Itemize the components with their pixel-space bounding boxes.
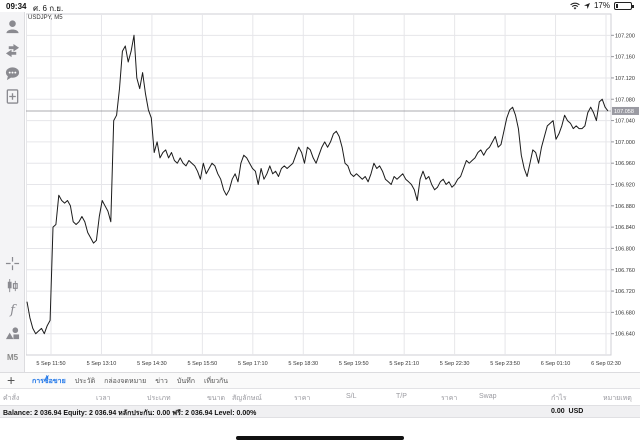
tab-news[interactable]: ข่าว — [155, 378, 168, 385]
home-indicator — [236, 436, 404, 440]
battery-icon — [614, 1, 634, 10]
profit-currency: USD — [568, 408, 584, 415]
y-tick-label: 106.680 — [615, 310, 635, 316]
col-price: ราคา — [294, 395, 311, 402]
x-tick-label: 5 Sep 11:50 — [36, 361, 65, 367]
balance-summary: Balance: 2 036.94 Equity: 2 036.94 หลักป… — [3, 410, 257, 417]
tab-mailbox[interactable]: กล่องจดหมาย — [104, 378, 147, 385]
chart-toolbar: f M5 — [0, 12, 25, 372]
chat-icon[interactable] — [4, 65, 21, 82]
y-tick-label: 106.960 — [615, 161, 635, 167]
x-tick-label: 5 Sep 18:30 — [288, 361, 318, 367]
price-chart[interactable]: 107.200 107.160 107.120 107.080 107.040 107.0… — [26, 12, 640, 372]
y-tick-label: 106.640 — [615, 332, 635, 338]
x-tick-label: 6 Sep 01:10 — [541, 361, 571, 367]
x-tick-label: 5 Sep 17:10 — [238, 361, 268, 367]
current-price-box — [612, 106, 639, 115]
col-sl: S/L — [346, 393, 357, 400]
tab-trade[interactable]: การซื้อขาย — [32, 378, 66, 385]
y-tick-label: 106.920 — [615, 183, 635, 189]
tab-journal[interactable]: บันทึก — [176, 378, 195, 385]
col-current-price: ราคา — [441, 395, 458, 402]
col-symbol: สัญลักษณ์ — [232, 395, 262, 402]
x-tick-label: 5 Sep 15:50 — [188, 361, 218, 367]
location-icon — [583, 2, 590, 9]
y-tick-label: 107.160 — [615, 55, 635, 61]
y-tick-label: 107.040 — [615, 119, 635, 125]
col-tp: T/P — [396, 393, 407, 400]
terminal-tabs: การซื้อขาย ประวัติ กล่องจดหมาย ข่าว บันท… — [32, 376, 228, 387]
chart-canvas[interactable]: 107.200 107.160 107.120 107.080 107.040 107.0… — [26, 12, 640, 372]
new-order-icon[interactable] — [4, 88, 21, 105]
terminal-tabbar: + การซื้อขาย ประวัติ กล่องจดหมาย ข่าว บั… — [0, 372, 640, 389]
y-tick-label: 107.200 — [615, 33, 635, 39]
y-tick-label: 106.760 — [615, 268, 635, 274]
col-comment: หมายเหตุ — [603, 395, 632, 402]
y-tick-label: 107.080 — [615, 97, 635, 103]
profit-value: 0.00 — [551, 408, 565, 415]
y-tick-label: 106.840 — [615, 225, 635, 231]
trade-table-header: คำสั่ง เวลา ประเภท ขนาด สัญลักษณ์ ราคา S… — [0, 389, 640, 405]
battery-percent: 17% — [593, 1, 610, 10]
status-bar: 09:34 ศ. 6 ก.ย. 17% — [0, 0, 640, 13]
balance-bar: Balance: 2 036.94 Equity: 2 036.94 หลักป… — [0, 405, 640, 418]
status-date: ศ. 6 ก.ย. — [33, 4, 64, 13]
wifi-icon — [570, 2, 580, 9]
battery-level — [616, 3, 619, 8]
y-tick-label: 106.880 — [615, 204, 635, 210]
x-tick-label: 5 Sep 22:30 — [440, 361, 470, 367]
col-volume: ขนาด — [207, 395, 226, 402]
col-time: เวลา — [96, 395, 111, 402]
col-swap: Swap — [479, 393, 497, 400]
price-series-line — [26, 34, 609, 335]
symbol-label: USDJPY, M5 — [28, 15, 63, 21]
candles-icon[interactable] — [4, 277, 21, 294]
user-icon[interactable] — [4, 18, 21, 35]
y-tick-label: 107.000 — [615, 140, 635, 146]
tab-history[interactable]: ประวัติ — [74, 378, 96, 385]
y-tick-label: 106.720 — [615, 289, 635, 295]
col-profit: กำไร — [551, 395, 567, 402]
function-icon[interactable]: f — [10, 303, 15, 318]
col-order: คำสั่ง — [3, 395, 20, 402]
trade-arrows-icon[interactable] — [4, 42, 21, 59]
current-price-label: 107.058 — [614, 109, 634, 115]
add-button[interactable]: + — [7, 372, 16, 388]
status-right: 17% — [570, 1, 634, 10]
x-tick-label: 5 Sep 19:50 — [339, 361, 369, 367]
x-tick-label: 5 Sep 13:10 — [87, 361, 117, 367]
x-tick-label: 5 Sep 14:30 — [137, 361, 167, 367]
objects-icon[interactable] — [4, 325, 21, 342]
tab-extra[interactable]: เที่ยวกัน — [203, 378, 229, 385]
x-tick-label: 6 Sep 02:30 — [591, 361, 621, 367]
col-type: ประเภท — [147, 395, 171, 402]
total-profit: 0.00 USD — [551, 408, 583, 415]
timeframe-label[interactable]: M5 — [7, 353, 19, 362]
status-time: 09:34 — [6, 2, 27, 11]
y-tick-label: 107.120 — [615, 76, 635, 82]
x-tick-label: 5 Sep 21:10 — [389, 361, 419, 367]
y-tick-label: 106.800 — [615, 246, 635, 252]
x-tick-label: 5 Sep 23:50 — [490, 361, 520, 367]
crosshair-icon[interactable] — [4, 255, 21, 272]
